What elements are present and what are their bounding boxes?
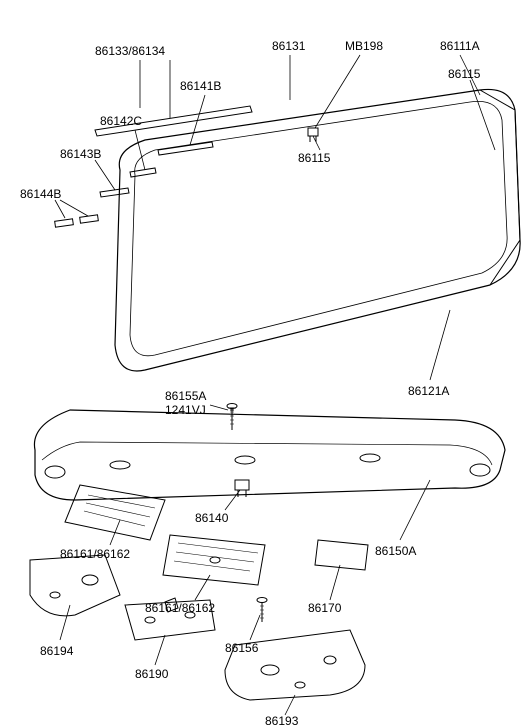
label-mb198: MB198 <box>345 39 383 53</box>
label-86194: 86194 <box>40 644 74 658</box>
pad-86170 <box>315 540 368 570</box>
screw-top <box>227 404 237 431</box>
label-86111a: 86111A <box>440 39 480 53</box>
label-86131: 86131 <box>272 39 306 53</box>
label-86143b: 86143B <box>60 147 101 161</box>
label-86144b: 86144B <box>20 187 61 201</box>
label-86161-l: 86161/86162 <box>145 601 215 615</box>
upper-moulding-strips <box>55 106 252 227</box>
label-86115-r: 86115 <box>448 67 481 81</box>
label-1241vj: 1241VJ <box>165 403 206 417</box>
label-86193: 86193 <box>265 714 299 727</box>
grille-center <box>163 535 265 585</box>
cover-86194 <box>30 555 120 616</box>
label-86141b: 86141B <box>180 79 221 93</box>
label-86133: 86133/86134 <box>95 44 165 58</box>
label-86121a: 86121A <box>408 384 449 398</box>
label-86115-c: 86115 <box>298 151 331 165</box>
label-86161-u: 86161/86162 <box>60 547 130 561</box>
label-86140: 86140 <box>195 511 229 525</box>
label-86156: 86156 <box>225 641 259 655</box>
cowl-panel <box>34 410 505 500</box>
label-86190: 86190 <box>135 667 169 681</box>
label-86170: 86170 <box>308 601 342 615</box>
label-86150a: 86150A <box>375 544 416 558</box>
label-86155a: 86155A <box>165 389 206 403</box>
labels-group: 86133/86134 86131 MB198 86111A 86141B 86… <box>20 39 481 727</box>
windshield-diagram: 86133/86134 86131 MB198 86111A 86141B 86… <box>0 0 531 727</box>
label-86142c: 86142C <box>100 114 142 128</box>
top-clip <box>308 128 318 142</box>
